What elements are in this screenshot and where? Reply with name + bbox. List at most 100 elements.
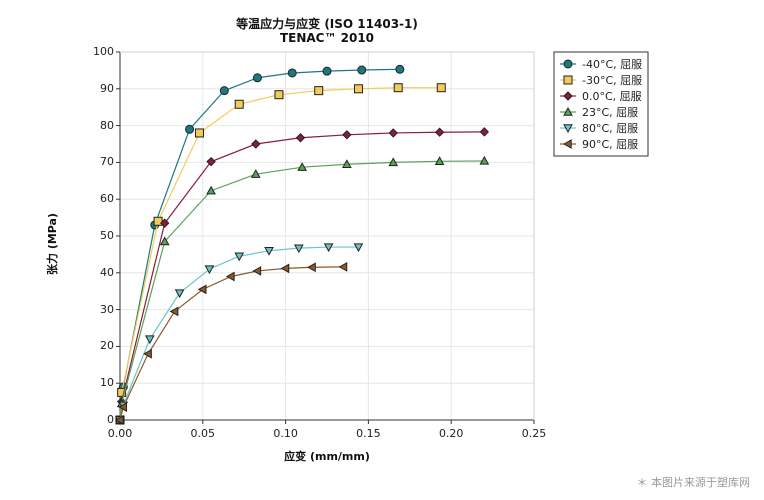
y-tick-label: 70 <box>100 155 114 169</box>
data-point <box>264 247 274 256</box>
legend-label: 0.0°C, 屈服 <box>582 90 642 103</box>
series-6 <box>114 262 348 425</box>
data-point <box>206 185 216 195</box>
data-point <box>563 124 573 134</box>
data-point <box>144 335 155 345</box>
data-point <box>563 75 573 85</box>
x-tick-label: 0.20 <box>438 427 464 440</box>
data-point <box>293 244 304 254</box>
data-point <box>338 262 348 272</box>
legend-label: 80°C, 屈服 <box>582 122 638 135</box>
data-point <box>295 133 306 143</box>
data-point <box>234 252 245 262</box>
data-point <box>479 155 490 165</box>
data-point <box>143 348 152 359</box>
data-point <box>436 83 446 93</box>
data-point <box>197 284 207 295</box>
data-point <box>174 289 185 299</box>
data-point <box>322 66 332 76</box>
chart-title: 等温应力与应变 (ISO 11403-1) <box>236 17 418 31</box>
series-line <box>119 160 485 421</box>
data-point <box>153 216 163 226</box>
data-point <box>194 128 204 138</box>
data-point <box>219 86 229 96</box>
legend-label: 90°C, 屈服 <box>582 138 638 151</box>
legend-box <box>553 51 649 157</box>
x-tick-label: 0.00 <box>107 427 133 440</box>
series-line <box>119 246 359 421</box>
legend: -40°C, 屈服 -30°C, 屈服 0.0°C, 屈服 23°C, 屈服 80°C,… <box>553 51 649 157</box>
y-axis-label: 张力 (MPa) <box>46 212 59 276</box>
data-point <box>563 59 573 69</box>
data-point <box>297 162 308 171</box>
data-point <box>314 86 324 96</box>
legend-item: 23°C, 屈服 <box>560 106 638 119</box>
y-tick-label: 90 <box>100 81 114 95</box>
data-point <box>393 83 403 93</box>
data-point <box>388 157 399 167</box>
data-point <box>434 156 445 165</box>
data-point <box>280 263 290 274</box>
chart-subtitle: TENAC™ 2010 <box>279 31 375 45</box>
x-tick-label: 0.05 <box>190 427 216 440</box>
watermark-text: ＊ 本图片来源于塑库网 <box>636 476 751 489</box>
grid <box>119 51 535 421</box>
y-tick-label: 60 <box>100 192 114 206</box>
series-layer <box>114 64 490 426</box>
legend-label: -40°C, 屈服 <box>582 58 642 71</box>
data-point <box>357 65 367 75</box>
data-point <box>323 243 334 253</box>
data-point <box>562 139 572 149</box>
legend-item: 80°C, 屈服 <box>560 122 638 135</box>
data-point <box>479 127 490 137</box>
data-point <box>160 218 170 228</box>
data-point <box>395 64 405 74</box>
axes <box>116 51 535 424</box>
series-2 <box>115 83 446 425</box>
data-point <box>434 127 445 137</box>
x-tick-label: 0.25 <box>521 427 547 440</box>
data-point <box>169 306 179 317</box>
data-point <box>250 169 261 178</box>
data-point <box>342 159 352 168</box>
series-line <box>119 266 344 421</box>
legend-item: -30°C, 屈服 <box>560 74 642 87</box>
data-point <box>342 130 352 140</box>
x-tick-label: 0.15 <box>356 427 381 440</box>
data-point <box>307 262 316 273</box>
y-tick-label: 40 <box>100 265 114 279</box>
data-point <box>114 415 124 425</box>
data-point <box>563 91 573 101</box>
y-tick-label: 10 <box>100 376 114 390</box>
legend-item: 90°C, 屈服 <box>560 138 638 151</box>
data-point <box>225 271 235 282</box>
y-tick-label: 80 <box>100 118 114 132</box>
data-point <box>252 73 262 83</box>
data-point <box>117 387 127 397</box>
data-point <box>159 236 170 246</box>
y-tick-label: 0 <box>107 413 114 426</box>
legend-item: -40°C, 屈服 <box>560 58 642 71</box>
data-point <box>563 106 573 116</box>
data-point <box>234 99 244 109</box>
y-tick-label: 100 <box>93 45 114 58</box>
data-point <box>353 243 364 253</box>
legend-label: 23°C, 屈服 <box>582 106 638 119</box>
series-line <box>119 87 442 421</box>
data-point <box>204 265 215 275</box>
data-point <box>388 128 398 138</box>
data-point <box>206 156 216 167</box>
y-tick-label: 50 <box>100 229 114 242</box>
series-line <box>119 68 400 421</box>
data-point <box>118 402 128 412</box>
data-point <box>274 90 284 100</box>
legend-item: 0.0°C, 屈服 <box>560 90 642 103</box>
x-axis-label: 应变 (mm/mm) <box>284 450 370 463</box>
y-tick-label: 30 <box>100 302 114 316</box>
legend-label: -30°C, 屈服 <box>582 74 642 87</box>
series-line <box>119 131 485 421</box>
data-point <box>287 68 297 78</box>
x-tick-label: 0.10 <box>273 427 298 440</box>
